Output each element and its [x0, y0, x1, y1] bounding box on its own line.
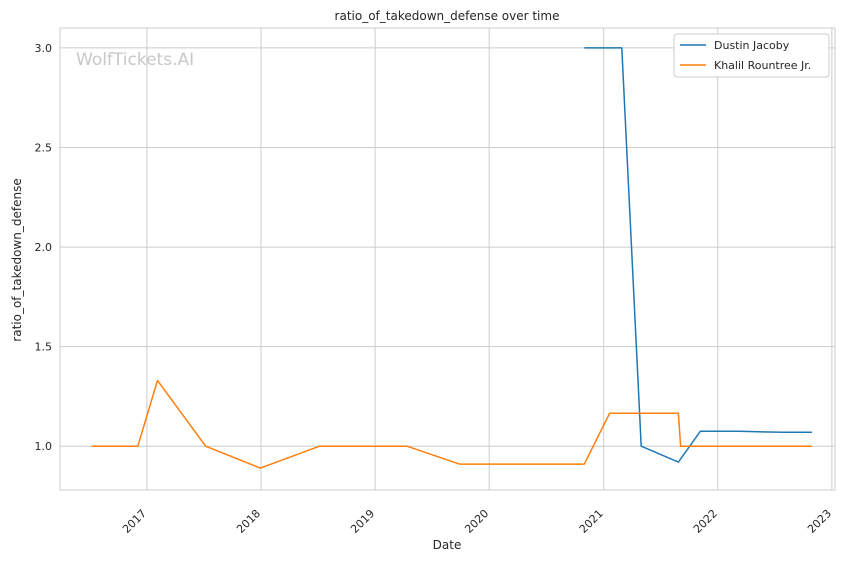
y-tick-label: 2.5 — [35, 142, 53, 155]
x-axis-title: Date — [433, 538, 462, 552]
y-tick-label: 3.0 — [35, 42, 53, 55]
grid-lines — [60, 28, 835, 490]
plot-area-frame — [59, 27, 836, 491]
legend-label-khalil-rountree: Khalil Rountree Jr. — [714, 59, 811, 72]
y-tick-label: 1.0 — [35, 440, 53, 453]
legend-label-dustin-jacoby: Dustin Jacoby — [714, 39, 790, 52]
y-tick-labels: 1.0 1.5 2.0 2.5 3.0 — [35, 42, 53, 453]
y-tick-label: 1.5 — [35, 341, 53, 354]
legend: Dustin Jacoby Khalil Rountree Jr. — [673, 33, 830, 78]
series-layer — [91, 47, 812, 469]
y-tick-label: 2.0 — [35, 241, 53, 254]
legend-box — [673, 33, 830, 78]
watermark-text: WolfTickets.AI — [76, 50, 194, 70]
chart-title: ratio_of_takedown_defense over time — [335, 9, 560, 23]
y-axis-title: ratio_of_takedown_defense — [10, 178, 24, 341]
series-line-khalil-rountree-jr — [91, 379, 812, 469]
